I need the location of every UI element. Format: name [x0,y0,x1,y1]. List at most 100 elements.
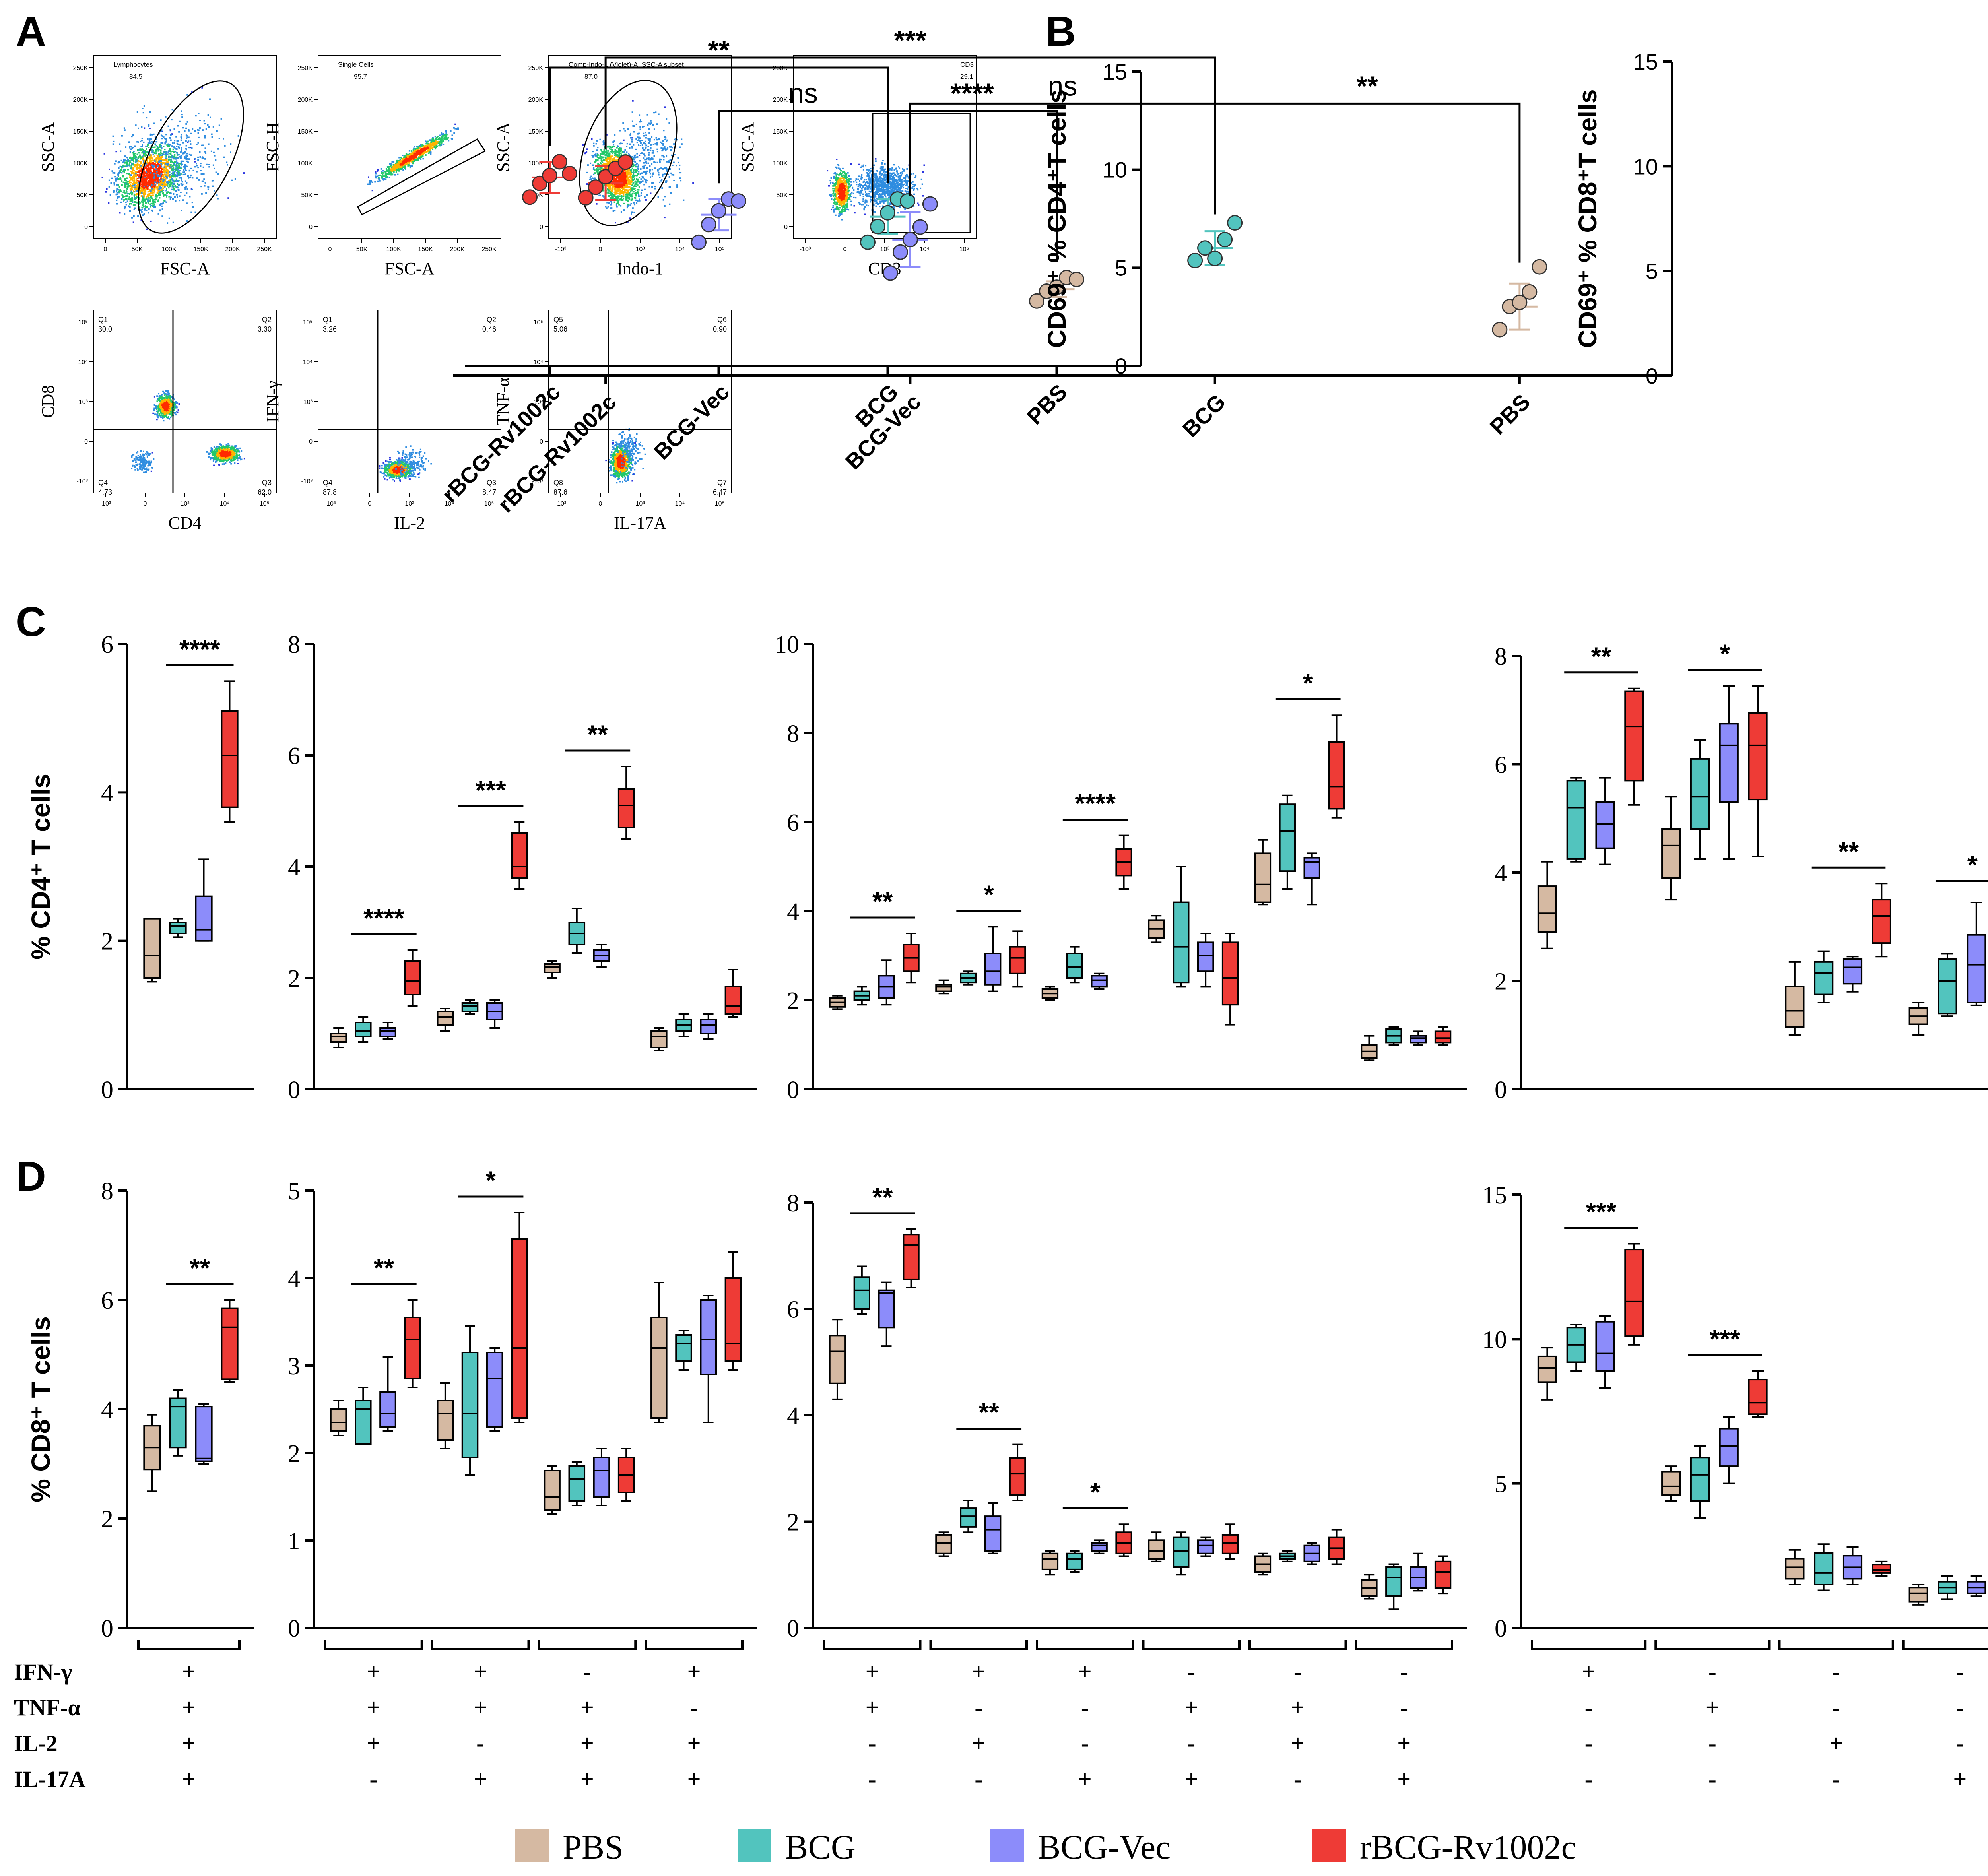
event-dot [146,168,148,170]
event-dot [426,142,428,144]
event-dot [380,168,382,170]
event-dot [634,204,636,206]
event-dot [669,146,671,148]
event-dot [126,157,128,159]
event-dot [161,215,163,217]
event-dot [406,164,408,165]
event-dot [596,168,598,170]
event-dot [112,135,114,137]
event-dot [128,205,130,207]
event-dot [154,136,156,138]
event-dot [174,161,176,163]
event-dot [149,140,151,142]
event-dot [616,179,618,181]
event-dot [402,163,404,165]
event-dot [649,169,651,171]
event-dot [153,155,155,157]
event-dot [606,168,608,170]
event-dot [144,191,146,193]
event-dot [164,195,166,196]
event-dot [614,134,616,136]
event-dot [433,144,435,146]
event-dot [431,144,433,146]
event-dot [165,194,167,196]
event-dot [660,147,662,149]
event-dot [638,144,639,146]
event-dot [398,166,400,168]
event-dot [622,171,624,173]
event-dot [148,176,150,178]
event-dot [143,188,145,190]
event-dot [163,189,165,191]
event-dot [138,182,140,184]
event-dot [108,186,110,188]
event-dot [625,173,627,175]
event-dot [142,183,144,185]
event-dot [652,144,654,145]
event-dot [416,149,418,151]
event-dot [150,206,151,208]
event-dot [142,195,144,197]
event-dot [903,177,905,179]
event-dot [149,177,151,178]
event-dot [185,127,187,129]
event-dot [604,143,605,145]
event-dot [408,164,410,166]
event-dot [648,132,650,134]
event-dot [430,153,432,155]
event-dot [139,154,141,156]
event-dot [430,142,432,143]
event-dot [375,175,377,177]
event-dot [607,150,609,152]
event-dot [639,114,641,116]
event-dot [599,155,601,157]
event-dot [630,180,632,182]
event-dot [650,157,652,159]
event-dot [209,98,211,100]
event-dot [445,135,447,137]
event-dot [149,156,151,158]
event-dot [599,194,601,196]
event-dot [175,158,177,160]
event-dot [596,156,598,158]
event-dot [167,222,169,224]
event-dot [586,148,588,150]
event-dot [186,202,188,204]
event-dot [120,178,122,180]
event-dot [181,210,182,211]
event-dot [881,168,883,170]
x-tick-label: 10³ [635,246,645,253]
event-dot [641,176,643,178]
event-dot [208,166,210,168]
y-tick-label: 100K [73,160,88,167]
event-dot [189,147,191,149]
event-dot [371,181,373,183]
event-dot [646,194,648,196]
event-dot [414,148,416,150]
event-dot [136,171,138,173]
event-dot [390,170,392,172]
event-dot [627,205,629,207]
event-dot [116,178,118,180]
event-dot [662,147,664,149]
event-dot [432,146,434,148]
event-dot [179,120,181,122]
event-dot [156,147,158,149]
event-dot [673,161,675,163]
event-dot [161,153,163,155]
event-dot [652,182,654,184]
event-dot [146,162,148,164]
event-dot [440,143,442,145]
event-dot [387,173,389,175]
event-dot [152,201,154,203]
event-dot [412,149,414,151]
event-dot [138,149,140,151]
event-dot [185,169,187,171]
event-dot [111,170,113,172]
event-dot [134,145,136,147]
event-dot [612,146,613,148]
event-dot [136,153,138,155]
event-dot [146,174,148,176]
event-dot [383,175,385,177]
event-dot [643,153,645,155]
